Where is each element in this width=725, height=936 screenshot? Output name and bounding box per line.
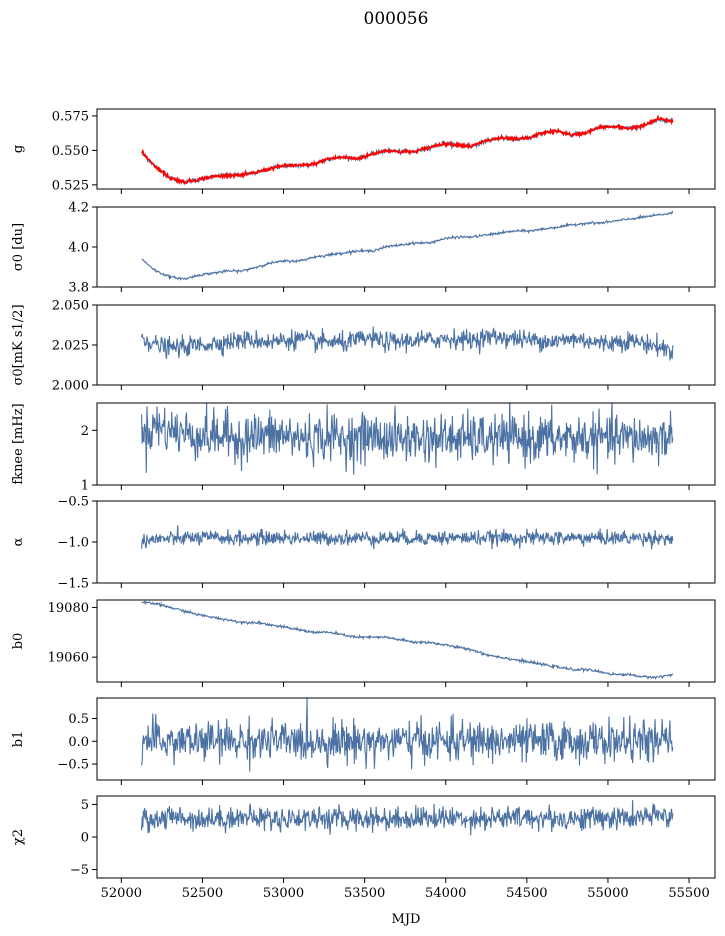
y-tick-label: −5 (70, 863, 89, 878)
y-tick-label: 2.025 (52, 339, 89, 354)
y-tick-label: 2.000 (52, 379, 89, 394)
series-line-6-1 (141, 600, 674, 681)
x-tick-label: 54500 (506, 886, 547, 901)
series-line-7-1 (141, 698, 674, 772)
x-tick-label: 54000 (425, 886, 466, 901)
x-tick-label: 53000 (263, 886, 304, 901)
axes-frame (96, 108, 716, 190)
y-axis-label: b0 (11, 633, 26, 650)
y-tick-label: −0.5 (57, 495, 89, 510)
series-line-5-1 (141, 525, 674, 550)
panel-4: 1 2 fknee [mHz] (11, 402, 716, 494)
y-tick-label: 2 (81, 424, 89, 439)
x-tick-label: 53500 (344, 886, 385, 901)
y-tick-label: −1.0 (57, 536, 89, 551)
y-tick-label: 4.0 (68, 241, 89, 256)
series-line-3-1 (141, 326, 674, 362)
y-tick-label: 0.0 (68, 735, 89, 750)
y-tick-label: −1.5 (57, 577, 89, 592)
series-line-1-2 (141, 114, 674, 186)
panel-2: 3.8 4.0 4.2 σ0 [du] (11, 201, 716, 296)
y-tick-label: 1 (81, 479, 89, 494)
y-tick-label: 4.2 (68, 201, 89, 216)
panel-3: 2.000 2.025 2.050 σ0[mK s1/2] (11, 299, 716, 394)
y-tick-label: −0.5 (57, 758, 89, 773)
panel-1: 0.525 0.550 0.575 g (11, 108, 716, 194)
series-line-2-1 (141, 210, 674, 281)
y-axis-label: g (11, 145, 26, 153)
axes-frame (96, 402, 716, 486)
y-tick-label: 0 (81, 831, 89, 846)
panel-5: −1.5 −1.0 −0.5 α (11, 495, 716, 592)
y-tick-label: 5 (81, 798, 89, 813)
x-axis-label: MJD (392, 912, 421, 927)
y-tick-label: 0.575 (52, 109, 89, 124)
axes-frame (96, 599, 716, 683)
series-line-8-1 (141, 800, 674, 836)
x-tick-label: 55000 (587, 886, 628, 901)
axes-frame (96, 795, 716, 879)
y-axis-label: b1 (11, 731, 26, 748)
y-tick-label: 19060 (48, 651, 89, 666)
y-axis-label: σ0 [du] (11, 223, 26, 271)
panel-8: −5 0 5 52000 52500 53000 53500 54000 54500 55000 5… (11, 795, 716, 901)
y-axis-label: σ0[mK s1/2] (11, 304, 26, 385)
axes-frame (96, 697, 716, 781)
y-tick-label: 0.550 (52, 144, 89, 159)
y-axis-label: α (11, 537, 26, 546)
x-tick-label: 52500 (182, 886, 223, 901)
y-axis-label: fknee [mHz] (11, 403, 26, 484)
figure-title: 000056 (364, 9, 429, 29)
x-tick-label: 52000 (101, 886, 142, 901)
y-tick-label: 0.525 (52, 178, 89, 193)
series-line-4-1 (141, 403, 674, 475)
y-tick-label: 0.5 (68, 712, 89, 727)
y-tick-label: 19080 (48, 601, 89, 616)
x-tick-label: 55500 (668, 886, 709, 901)
y-tick-label: 3.8 (68, 281, 89, 296)
y-tick-label: 2.050 (52, 299, 89, 314)
panel-6: 19060 19080 b0 (11, 599, 716, 687)
panel-7: −0.5 0.0 0.5 b1 (11, 697, 716, 785)
y-axis-label: χ2 (11, 829, 26, 845)
